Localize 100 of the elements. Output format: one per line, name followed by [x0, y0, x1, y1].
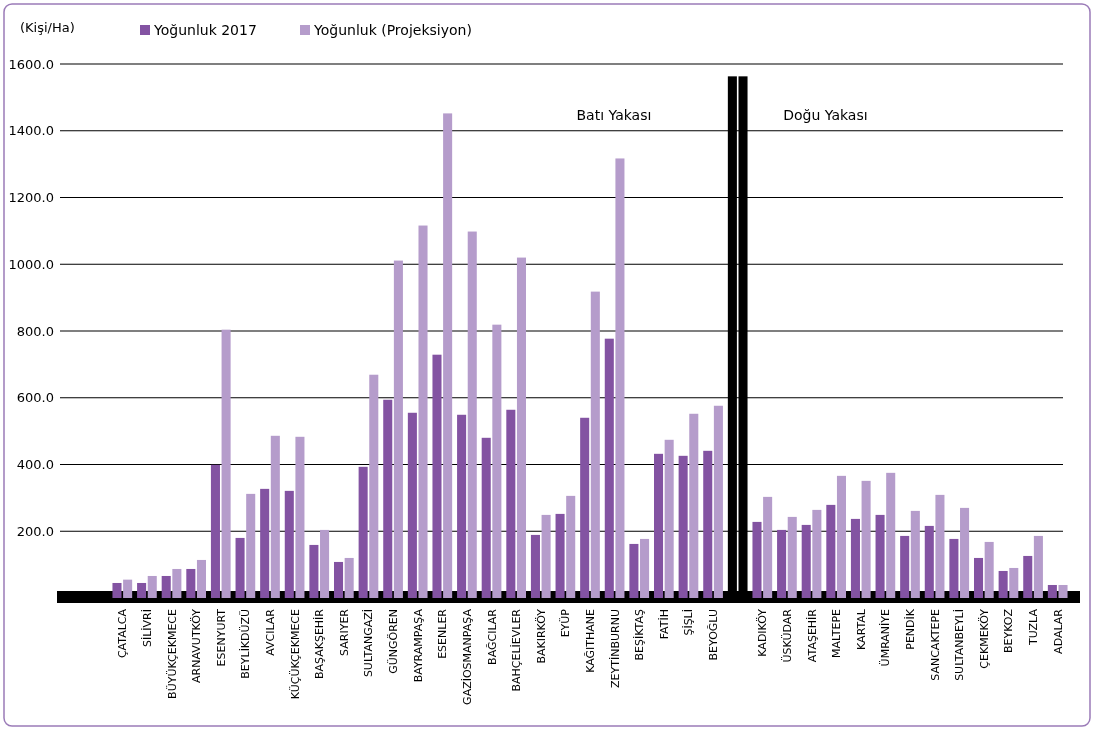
- x-tick-label: AVCILAR: [264, 608, 277, 656]
- bar: [407, 412, 417, 598]
- bar: [457, 414, 467, 598]
- x-tick-label: ÇATALCA: [116, 608, 130, 659]
- x-tick-label: BEYKOZ: [1002, 608, 1016, 654]
- bar: [383, 399, 393, 598]
- bar: [984, 541, 994, 598]
- y-tick-label: 200.0: [16, 523, 54, 539]
- bar: [615, 158, 625, 598]
- x-tick-label: ÜSKÜDAR: [780, 608, 794, 663]
- bar: [369, 374, 379, 598]
- x-tick-label: SULTANBEYLİ: [953, 609, 967, 681]
- legend-label: Yoğunluk 2017: [153, 22, 257, 38]
- bar: [246, 493, 256, 598]
- y-tick-label: 1200.0: [8, 190, 54, 206]
- bar: [555, 513, 565, 598]
- bar: [270, 435, 280, 598]
- x-tick-label: SARIYER: [337, 608, 351, 656]
- bar: [640, 538, 650, 598]
- bar: [186, 568, 196, 598]
- bar: [836, 475, 846, 598]
- bar: [960, 507, 970, 598]
- x-tick-label: MALTEPE: [830, 608, 844, 658]
- bar: [629, 543, 639, 598]
- bar: [875, 514, 885, 598]
- bar: [935, 494, 945, 598]
- x-tick-label: BÜYÜKÇEKMECE: [165, 608, 179, 699]
- y-tick-label: 400.0: [16, 457, 54, 473]
- legend-label: Yoğunluk (Projeksiyon): [313, 22, 472, 38]
- bar: [974, 557, 984, 598]
- bar: [777, 529, 787, 598]
- bar: [1023, 555, 1033, 598]
- bar: [147, 575, 157, 598]
- x-tick-label: SULTANGAZİ: [362, 609, 376, 678]
- bar: [1009, 567, 1019, 598]
- bar: [1058, 584, 1068, 598]
- bar: [284, 490, 294, 598]
- x-tick-label: ZEYTİNBURNU: [608, 609, 622, 688]
- bar: [443, 113, 453, 598]
- bar: [235, 537, 245, 598]
- x-tick-label: BAŞAKŞEHİR: [313, 608, 327, 680]
- x-tick-label: KARTAL: [854, 608, 868, 650]
- bar: [900, 535, 910, 598]
- x-tick-label: SİLİVRİ: [140, 609, 154, 648]
- bar: [161, 575, 171, 598]
- y-tick-label: 1400.0: [8, 123, 54, 139]
- bar: [492, 324, 502, 598]
- x-tick-label: BAYRAMPAŞA: [411, 608, 425, 683]
- bar: [713, 405, 723, 598]
- bar: [418, 225, 428, 598]
- bar: [826, 504, 836, 598]
- bar: [295, 436, 305, 598]
- x-tick-label: ESENLER: [436, 608, 450, 659]
- bar: [516, 257, 526, 598]
- x-tick-label: BAKIRKÖY: [534, 608, 548, 664]
- bar: [910, 510, 920, 598]
- bar: [320, 529, 330, 598]
- bar: [358, 466, 368, 598]
- y-tick-label: 1000.0: [8, 256, 54, 272]
- x-tick-label: PENDİK: [904, 608, 917, 650]
- bar: [344, 557, 354, 598]
- bar: [949, 538, 959, 598]
- bar: [654, 453, 664, 598]
- bar: [801, 524, 811, 598]
- bar: [334, 561, 344, 598]
- bar: [998, 570, 1008, 598]
- x-tick-label: KADIKÖY: [756, 608, 770, 657]
- x-tick-label: ADALAR: [1051, 608, 1065, 654]
- x-tick-label: ŞİŞLİ: [682, 609, 696, 636]
- bar: [678, 455, 688, 598]
- bar: [309, 544, 319, 598]
- bar: [861, 480, 871, 598]
- bar: [530, 534, 540, 598]
- bar: [467, 231, 477, 598]
- x-tick-label: KÜÇÜKÇEKMECE: [288, 608, 302, 700]
- bar: [590, 291, 600, 598]
- bar: [112, 582, 122, 598]
- x-tick-label: ESENYURT: [214, 608, 228, 667]
- x-tick-label: KAĞITHANE: [584, 608, 597, 673]
- bar: [763, 496, 773, 598]
- x-tick-label: ÇEKMEKÖY: [977, 608, 991, 669]
- y-tick-label: 600.0: [16, 390, 54, 406]
- bar: [260, 488, 270, 598]
- x-tick-label: TUZLA: [1027, 608, 1041, 647]
- bar: [752, 521, 762, 598]
- x-tick-label: BEYLİKDÜZÜ: [239, 609, 253, 679]
- bar: [886, 472, 896, 598]
- y-tick-label: 1600.0: [8, 56, 54, 72]
- x-tick-label: ÜMRANİYE: [879, 608, 893, 667]
- x-tick-label: ARNAVUTKÖY: [190, 608, 204, 683]
- bar: [1047, 584, 1057, 598]
- bar: [541, 514, 551, 598]
- x-tick-label: GÜNGÖREN: [387, 609, 401, 674]
- annotation: Batı Yakası: [576, 107, 652, 123]
- bar: [196, 559, 206, 598]
- annotation: Doğu Yakası: [783, 107, 868, 123]
- bar: [604, 338, 614, 598]
- bar: [1033, 535, 1043, 598]
- x-tick-label: GAZİOSMANPAŞA: [460, 608, 474, 705]
- bar: [432, 354, 442, 598]
